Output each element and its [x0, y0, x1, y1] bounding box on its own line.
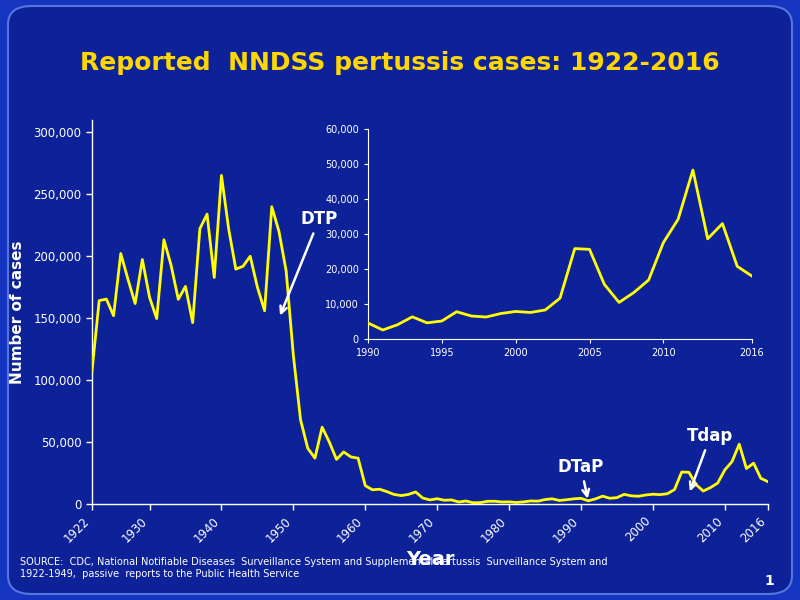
- Text: 1: 1: [765, 574, 774, 588]
- Text: DTaP: DTaP: [558, 458, 604, 496]
- Text: SOURCE:  CDC, National Notifiable Diseases  Surveillance System and Supplemental: SOURCE: CDC, National Notifiable Disease…: [20, 557, 607, 579]
- Text: Reported  NNDSS pertussis cases: 1922-2016: Reported NNDSS pertussis cases: 1922-201…: [80, 51, 720, 75]
- Text: DTP: DTP: [281, 210, 338, 313]
- X-axis label: Year: Year: [406, 550, 454, 569]
- Text: Tdap: Tdap: [687, 427, 734, 489]
- Y-axis label: Number of cases: Number of cases: [10, 240, 25, 384]
